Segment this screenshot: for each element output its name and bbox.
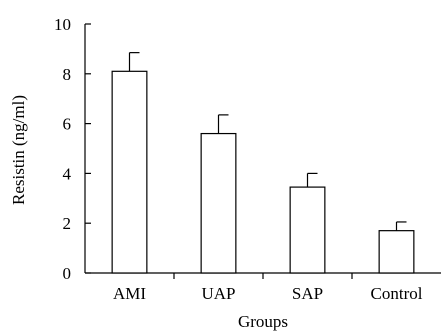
y-axis-ticks: 0 2 4 6 8 10	[54, 15, 91, 283]
x-tick-label: AMI	[113, 284, 146, 303]
x-tick-label: SAP	[292, 284, 323, 303]
error-bars	[128, 52, 407, 231]
bar	[378, 230, 415, 274]
x-axis-ticks: AMI UAP SAP Control	[113, 273, 423, 303]
y-tick-label: 6	[63, 115, 72, 134]
bar	[200, 132, 237, 274]
bar	[111, 70, 148, 274]
y-axis-title: Resistin (ng/ml)	[9, 95, 28, 205]
y-tick-label: 10	[54, 15, 71, 34]
x-axis-title: Groups	[238, 312, 288, 331]
x-tick-label: UAP	[201, 284, 235, 303]
plot-area: 0 2 4 6 8 10 AMI UAP SAP Control	[54, 15, 441, 303]
bars	[111, 70, 415, 274]
x-tick-label: Control	[371, 284, 423, 303]
y-tick-label: 2	[63, 214, 72, 233]
y-tick-label: 4	[63, 164, 72, 183]
y-tick-label: 8	[63, 65, 72, 84]
bar	[289, 186, 326, 274]
y-tick-label: 0	[63, 264, 72, 283]
